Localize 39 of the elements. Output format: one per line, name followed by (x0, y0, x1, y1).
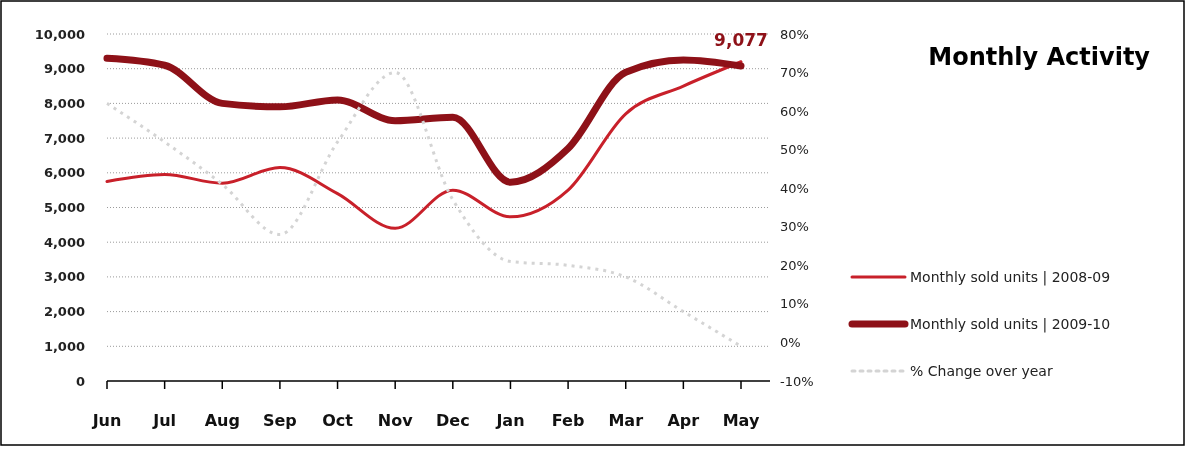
y-tick-label: 8,000 (43, 95, 85, 111)
x-tick-label: Nov (377, 411, 414, 430)
y2-tick-label: 20% (780, 257, 809, 273)
x-tick-label: Jun (91, 411, 122, 430)
y2-tick-label: -10% (780, 373, 814, 389)
x-tick-label: Aug (204, 411, 240, 430)
legend-label: Monthly sold units | 2008-09 (910, 268, 1111, 286)
y-tick-label: 1,000 (43, 338, 85, 354)
y-tick-label: 0 (75, 373, 85, 389)
y2-tick-label: 0% (780, 334, 801, 350)
y-tick-label: 7,000 (43, 130, 85, 146)
y-tick-label: 3,000 (43, 269, 85, 285)
x-tick-label: Apr (667, 411, 700, 430)
x-tick-label: Oct (322, 411, 354, 430)
x-tick-label: Dec (436, 411, 470, 430)
y2-tick-label: 50% (780, 142, 809, 158)
y2-tick-label: 60% (780, 103, 809, 119)
y-tick-label: 2,000 (43, 304, 85, 320)
text: Monthly Activity (928, 43, 1151, 71)
y2-tick-label: 70% (780, 65, 809, 81)
x-tick-label: Feb (551, 411, 585, 430)
x-tick-label: Sep (263, 411, 297, 430)
y-tick-label: 5,000 (43, 200, 85, 216)
x-tick-label: Jul (152, 411, 177, 430)
line-series (105, 60, 743, 230)
y-tick-label: 10,000 (34, 26, 85, 42)
x-tick-label: Mar (608, 411, 644, 430)
y-tick-label: 4,000 (43, 234, 85, 250)
y2-tick-label: 40% (780, 180, 809, 196)
x-tick-label: May (722, 411, 760, 430)
legend-label: % Change over year (910, 362, 1053, 379)
y-tick-label: 9,000 (43, 61, 85, 77)
y2-tick-label: 30% (780, 219, 809, 235)
annotation: 9,077 (714, 30, 768, 51)
y-tick-label: 6,000 (43, 165, 85, 181)
y2-tick-label: 80% (780, 26, 809, 42)
y2-tick-label: 10% (780, 296, 809, 312)
x-tick-label: Jan (495, 411, 525, 430)
legend-label: Monthly sold units | 2009-10 (910, 315, 1111, 333)
